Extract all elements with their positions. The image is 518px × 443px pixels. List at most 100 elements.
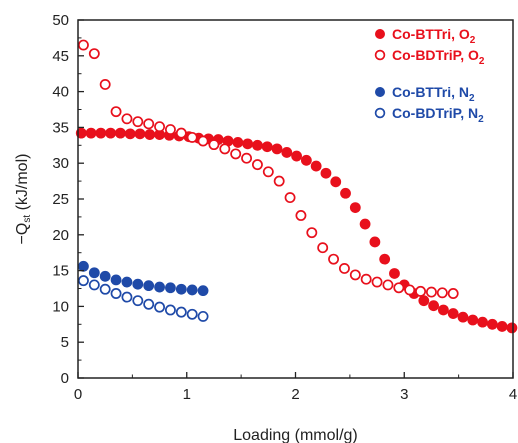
y-axis-label-subscript: st [22, 215, 33, 223]
series-0-point-35 [418, 295, 430, 307]
series-0-point-42 [486, 318, 498, 330]
series-1-point-28 [382, 279, 394, 291]
series-0-point-32 [389, 268, 400, 279]
series-0-point-21 [281, 147, 293, 158]
legend-marker-1 [374, 49, 386, 61]
series-1-point-27 [371, 276, 383, 288]
series-3 [77, 275, 209, 322]
series-2-point-4 [121, 276, 133, 288]
series-1-point-1 [88, 48, 100, 60]
y-tick-label-6: 30 [52, 155, 69, 172]
series-0-point-16 [232, 137, 244, 148]
legend-label-main-1: Co-BDTriP, O [392, 47, 479, 63]
series-2-point-2 [99, 270, 111, 282]
legend-label-main-0: Co-BTTri, O [392, 26, 470, 42]
legend-marker-0 [375, 29, 385, 39]
series-2-point-1 [88, 267, 100, 279]
x-axis: 0 1 2 3 4 [74, 372, 517, 403]
y-tick-label-1: 5 [61, 334, 69, 351]
series-1-point-31 [415, 285, 427, 297]
series-1-point-23 [328, 253, 340, 265]
series-1-point-15 [241, 152, 253, 164]
legend-marker-3 [374, 107, 386, 119]
series-0-point-19 [261, 141, 273, 153]
series-1-point-5 [132, 116, 144, 128]
y-tick-label-2: 10 [52, 298, 69, 315]
series-3-point-8 [164, 304, 176, 316]
series-3-point-9 [175, 306, 187, 318]
series-0-point-18 [252, 139, 263, 151]
series-0-point-29 [359, 218, 371, 230]
y-axis-label-prefix: −Q [14, 223, 31, 245]
y-tick-label-9: 45 [52, 48, 69, 65]
series-2-point-11 [197, 285, 209, 297]
series-3-point-2 [99, 283, 111, 295]
y-axis-label-suffix: (kJ/mol) [14, 154, 31, 215]
legend-label-sub-0: 2 [470, 35, 476, 46]
x-tick-label-4: 4 [509, 386, 517, 403]
series-2-point-3 [110, 274, 122, 286]
series-1-point-8 [164, 124, 176, 135]
series-1-point-3 [110, 106, 122, 118]
legend-label-1: Co-BDTriP, O2 [392, 47, 485, 67]
series-3-point-1 [88, 279, 100, 291]
series-1-point-19 [284, 192, 296, 204]
series-1-point-12 [208, 139, 220, 151]
series-0-point-39 [457, 311, 469, 323]
series-0-point-4 [115, 127, 126, 139]
series-0-point-37 [438, 304, 449, 316]
series-2-point-5 [132, 278, 144, 290]
series-2-point-6 [143, 280, 155, 292]
series-0-point-6 [134, 128, 146, 140]
y-tick-label-3: 15 [52, 263, 69, 280]
legend-label-3: Co-BDTriP, N2 [392, 105, 484, 125]
series-3-point-7 [154, 301, 166, 313]
series-0-point-24 [310, 160, 322, 172]
series-3-point-0 [77, 275, 89, 287]
series-3-point-10 [186, 308, 198, 320]
series-1-point-6 [143, 118, 155, 130]
series-1-point-10 [186, 131, 198, 143]
plot-frame [77, 19, 514, 379]
series-2-point-7 [154, 281, 165, 293]
series-1-point-33 [436, 287, 448, 299]
series-0-point-26 [330, 176, 342, 188]
series-1-point-29 [393, 282, 405, 294]
series-1-point-26 [360, 273, 372, 285]
legend-label-main-3: Co-BDTriP, N [392, 105, 478, 121]
series-layer [75, 39, 518, 334]
series-0-point-43 [496, 321, 508, 332]
series-1-point-22 [317, 242, 329, 254]
series-0-point-41 [477, 316, 488, 328]
series-1-point-14 [230, 148, 242, 160]
series-0-point-7 [144, 129, 156, 140]
series-0-point-30 [369, 236, 381, 248]
series-3-point-5 [132, 295, 144, 307]
y-tick-label-5: 25 [52, 191, 69, 208]
series-1-point-9 [175, 127, 187, 139]
series-2 [78, 260, 209, 297]
series-0-point-31 [379, 253, 391, 265]
series-1-point-34 [447, 288, 459, 299]
legend-marker-2 [375, 87, 385, 97]
series-2-point-8 [165, 282, 176, 294]
series-0-point-38 [447, 308, 459, 319]
series-0-point-20 [271, 143, 283, 155]
series-1-point-11 [197, 135, 209, 147]
series-0-point-25 [320, 167, 332, 179]
series-0-point-40 [467, 314, 479, 326]
series-3-point-3 [110, 288, 122, 299]
series-0-point-28 [349, 202, 361, 213]
series-1-point-17 [262, 166, 274, 178]
y-tick-label-10: 50 [52, 12, 69, 29]
series-0-point-2 [95, 127, 107, 139]
y-tick-label-7: 35 [52, 119, 69, 136]
series-2-point-9 [175, 283, 187, 295]
series-0-point-36 [428, 300, 440, 312]
series-0-point-27 [340, 187, 351, 199]
x-tick-label-0: 0 [74, 386, 82, 403]
legend-label-main-2: Co-BTTri, N [392, 84, 469, 100]
x-axis-label: Loading (mmol/g) [233, 427, 358, 443]
legend-label-2: Co-BTTri, N2 [392, 84, 475, 104]
